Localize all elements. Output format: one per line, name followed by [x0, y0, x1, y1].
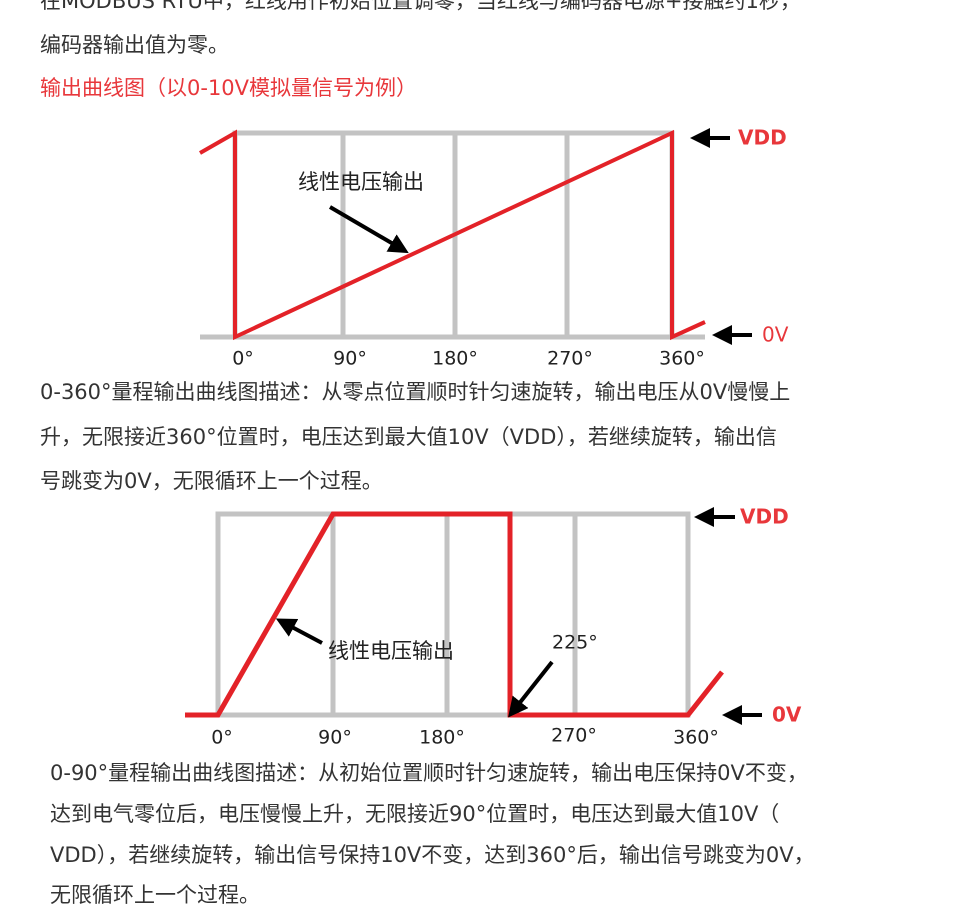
- diagram-2: VDD 0V 线性电压输出 225° 0° 90° 180° 270° 360°: [185, 505, 802, 749]
- zero-label: 0V: [762, 323, 789, 347]
- output-curve: [199, 129, 706, 341]
- annotation: 线性电压输出: [328, 639, 454, 663]
- axis-label: 90°: [333, 348, 367, 370]
- marker-label: 225°: [552, 632, 598, 654]
- axis-label: 0°: [211, 727, 233, 749]
- arrow: [508, 660, 554, 718]
- text-line: 升，无限接近360°位置时，电压达到最大值10V（VDD），若继续旋转，输出信: [40, 425, 777, 449]
- text-line: 在MODBUS RTU中，红线用作初始位置调零，当红线与编码器电源+接触约1秒，: [40, 0, 801, 13]
- zero-label: 0V: [772, 703, 802, 727]
- section-title: 输出曲线图（以0-10V模拟量信号为例）: [40, 76, 418, 100]
- axis-label: 90°: [318, 727, 352, 749]
- vdd-label: VDD: [738, 126, 787, 150]
- arrow: [275, 618, 323, 645]
- output-curve: [185, 511, 724, 718]
- text-line: VDD），若继续旋转，输出信号保持10V不变，达到360°后，输出信号跳变为0V…: [50, 843, 815, 867]
- axis-label: 180°: [419, 727, 465, 749]
- vdd-label: VDD: [740, 505, 789, 529]
- axis-label: 270°: [547, 348, 593, 370]
- text-line: 达到电气零位后，电压慢慢上升，无限接近90°位置时，电压达到最大值10V（: [50, 802, 780, 826]
- axis-label: 360°: [659, 348, 705, 370]
- axis-label: 180°: [432, 348, 478, 370]
- frame: [215, 511, 691, 718]
- arrow: [328, 205, 409, 254]
- text-line: 0-90°量程输出曲线图描述：从初始位置顺时针匀速旋转，输出电压保持0V不变，: [50, 761, 808, 785]
- axis-label: 360°: [673, 727, 719, 749]
- annotation: 线性电压输出: [298, 170, 424, 194]
- axis-label: 270°: [551, 725, 597, 747]
- diagram-1: VDD 0V 线性电压输出 0° 90° 180° 270° 360°: [199, 126, 789, 370]
- axis-label: 0°: [232, 348, 254, 370]
- text-line: 无限循环上一个过程。: [50, 883, 260, 907]
- text-line: 0-360°量程输出曲线图描述：从零点位置顺时针匀速旋转，输出电压从0V慢慢上: [40, 380, 791, 404]
- text-line: 编码器输出值为零。: [40, 33, 229, 57]
- text-line: 号跳变为0V，无限循环上一个过程。: [40, 469, 383, 493]
